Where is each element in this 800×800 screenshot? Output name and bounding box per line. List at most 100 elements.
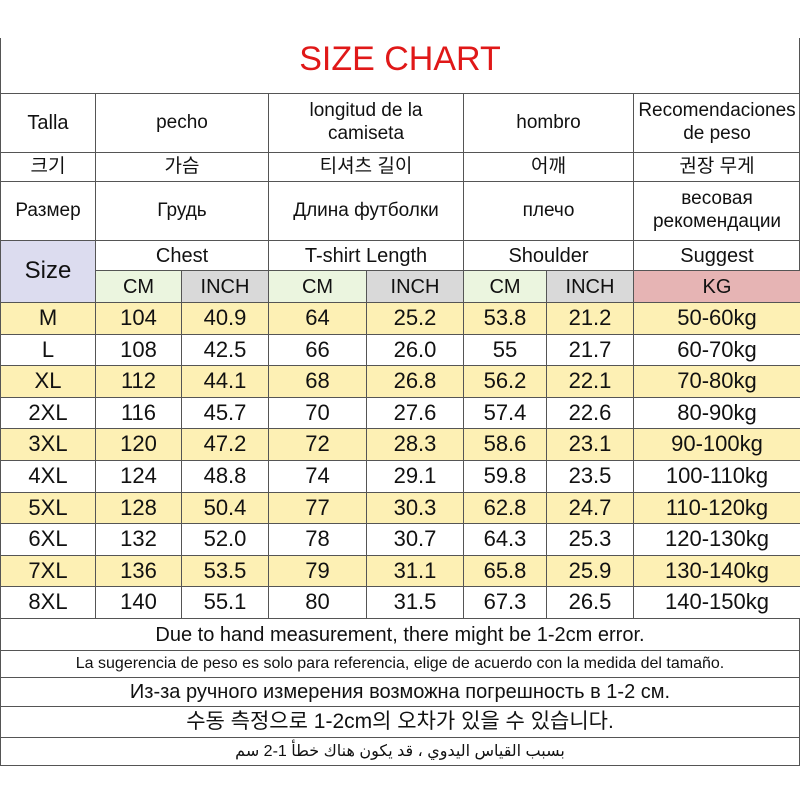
value-cell: 52.0 xyxy=(181,523,269,556)
header-cell: весовая рекомендации xyxy=(633,181,800,241)
value-cell: 112 xyxy=(95,365,182,398)
header-cell: Размер xyxy=(0,181,96,241)
value-cell: 70-80kg xyxy=(633,365,800,398)
size-cell: 6XL xyxy=(0,523,96,556)
value-cell: 65.8 xyxy=(463,555,547,588)
value-cell: 64 xyxy=(268,302,367,335)
value-cell: 55.1 xyxy=(181,586,269,619)
value-cell: 116 xyxy=(95,397,182,430)
header-cell: 티셔츠 길이 xyxy=(268,152,464,182)
value-cell: 40.9 xyxy=(181,302,269,335)
unit-header: CM xyxy=(268,270,367,303)
header-cell: Talla xyxy=(0,93,96,153)
header-cell: 어깨 xyxy=(463,152,634,182)
value-cell: 25.2 xyxy=(366,302,464,335)
header-cell: Грудь xyxy=(95,181,269,241)
value-cell: 21.7 xyxy=(546,334,634,367)
value-cell: 136 xyxy=(95,555,182,588)
value-cell: 50.4 xyxy=(181,492,269,525)
value-cell: 22.6 xyxy=(546,397,634,430)
value-cell: 26.0 xyxy=(366,334,464,367)
note: La sugerencia de peso es solo para refer… xyxy=(0,650,800,678)
value-cell: 50-60kg xyxy=(633,302,800,335)
value-cell: 55 xyxy=(463,334,547,367)
value-cell: 100-110kg xyxy=(633,460,800,493)
value-cell: 72 xyxy=(268,428,367,461)
value-cell: 90-100kg xyxy=(633,428,800,461)
value-cell: 56.2 xyxy=(463,365,547,398)
value-cell: 31.1 xyxy=(366,555,464,588)
value-cell: 26.8 xyxy=(366,365,464,398)
value-cell: 22.1 xyxy=(546,365,634,398)
value-cell: 80-90kg xyxy=(633,397,800,430)
value-cell: 53.8 xyxy=(463,302,547,335)
header-cell: Длина футболки xyxy=(268,181,464,241)
size-cell: L xyxy=(0,334,96,367)
header-cell: pecho xyxy=(95,93,269,153)
value-cell: 140 xyxy=(95,586,182,619)
value-cell: 67.3 xyxy=(463,586,547,619)
value-cell: 26.5 xyxy=(546,586,634,619)
header-cell: 크기 xyxy=(0,152,96,182)
value-cell: 74 xyxy=(268,460,367,493)
value-cell: 21.2 xyxy=(546,302,634,335)
value-cell: 23.5 xyxy=(546,460,634,493)
size-cell: 8XL xyxy=(0,586,96,619)
value-cell: 31.5 xyxy=(366,586,464,619)
unit-header: CM xyxy=(463,270,547,303)
size-cell: 4XL xyxy=(0,460,96,493)
value-cell: 30.7 xyxy=(366,523,464,556)
value-cell: 45.7 xyxy=(181,397,269,430)
value-cell: 78 xyxy=(268,523,367,556)
value-cell: 120-130kg xyxy=(633,523,800,556)
value-cell: 68 xyxy=(268,365,367,398)
value-cell: 25.9 xyxy=(546,555,634,588)
value-cell: 28.3 xyxy=(366,428,464,461)
value-cell: 48.8 xyxy=(181,460,269,493)
header-cell: Recomendaciones de peso xyxy=(633,93,800,153)
size-header: Size xyxy=(0,240,96,303)
value-cell: 42.5 xyxy=(181,334,269,367)
note: 수동 측정으로 1-2cm의 오차가 있을 수 있습니다. xyxy=(0,706,800,738)
unit-header: KG xyxy=(633,270,800,303)
group-header: Chest xyxy=(95,240,269,271)
value-cell: 130-140kg xyxy=(633,555,800,588)
group-header: T-shirt Length xyxy=(268,240,464,271)
value-cell: 80 xyxy=(268,586,367,619)
note: بسبب القياس اليدوي ، قد يكون هناك خطأ 1-… xyxy=(0,737,800,766)
value-cell: 70 xyxy=(268,397,367,430)
value-cell: 66 xyxy=(268,334,367,367)
value-cell: 24.7 xyxy=(546,492,634,525)
note: Due to hand measurement, there might be … xyxy=(0,618,800,651)
header-cell: 권장 무게 xyxy=(633,152,800,182)
value-cell: 30.3 xyxy=(366,492,464,525)
value-cell: 110-120kg xyxy=(633,492,800,525)
value-cell: 59.8 xyxy=(463,460,547,493)
value-cell: 25.3 xyxy=(546,523,634,556)
value-cell: 124 xyxy=(95,460,182,493)
value-cell: 132 xyxy=(95,523,182,556)
size-cell: 2XL xyxy=(0,397,96,430)
unit-header: CM xyxy=(95,270,182,303)
value-cell: 58.6 xyxy=(463,428,547,461)
value-cell: 108 xyxy=(95,334,182,367)
group-header: Shoulder xyxy=(463,240,634,271)
header-cell: hombro xyxy=(463,93,634,153)
header-cell: 가슴 xyxy=(95,152,269,182)
value-cell: 140-150kg xyxy=(633,586,800,619)
value-cell: 44.1 xyxy=(181,365,269,398)
header-cell: плечо xyxy=(463,181,634,241)
value-cell: 29.1 xyxy=(366,460,464,493)
value-cell: 23.1 xyxy=(546,428,634,461)
value-cell: 27.6 xyxy=(366,397,464,430)
value-cell: 128 xyxy=(95,492,182,525)
header-cell: longitud de la camiseta xyxy=(268,93,464,153)
value-cell: 47.2 xyxy=(181,428,269,461)
value-cell: 60-70kg xyxy=(633,334,800,367)
note: Из-за ручного измерения возможна погрешн… xyxy=(0,677,800,707)
unit-header: INCH xyxy=(546,270,634,303)
size-cell: 5XL xyxy=(0,492,96,525)
size-cell: XL xyxy=(0,365,96,398)
value-cell: 79 xyxy=(268,555,367,588)
